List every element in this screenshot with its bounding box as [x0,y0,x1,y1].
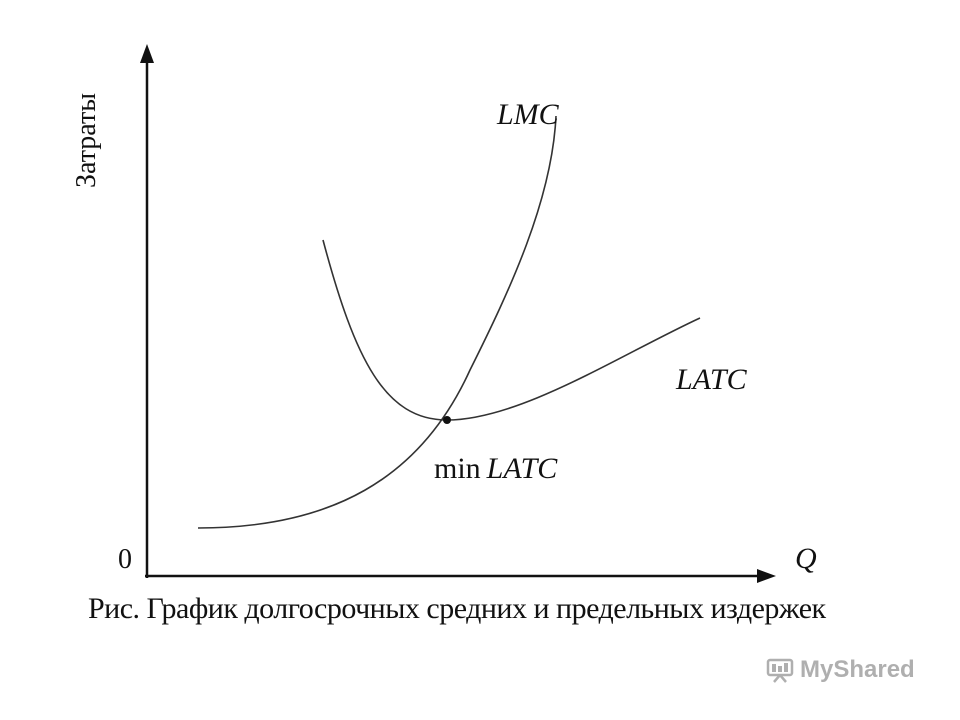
watermark: MyShared [766,656,915,684]
lmc-curve [197,115,557,529]
watermark-text: MyShared [800,656,915,683]
min-latc-curve: LATC [486,452,559,485]
presentation-board-icon [766,658,794,683]
latc-curve [322,239,701,421]
lmc-label: LMC [496,98,560,131]
min-latc-label: min LATC [434,452,558,485]
figure-caption: Рис. График долгосрочных средних и преде… [88,592,826,625]
y-axis-label: Затраты [71,93,102,188]
x-axis-label: Q [795,542,817,575]
min-latc-prefix: min [434,452,481,485]
min-latc-point [443,416,451,424]
y-axis-arrow-icon [140,44,154,63]
origin-label: 0 [118,544,132,575]
x-axis-arrow-icon [757,569,776,583]
latc-label: LATC [675,363,748,396]
